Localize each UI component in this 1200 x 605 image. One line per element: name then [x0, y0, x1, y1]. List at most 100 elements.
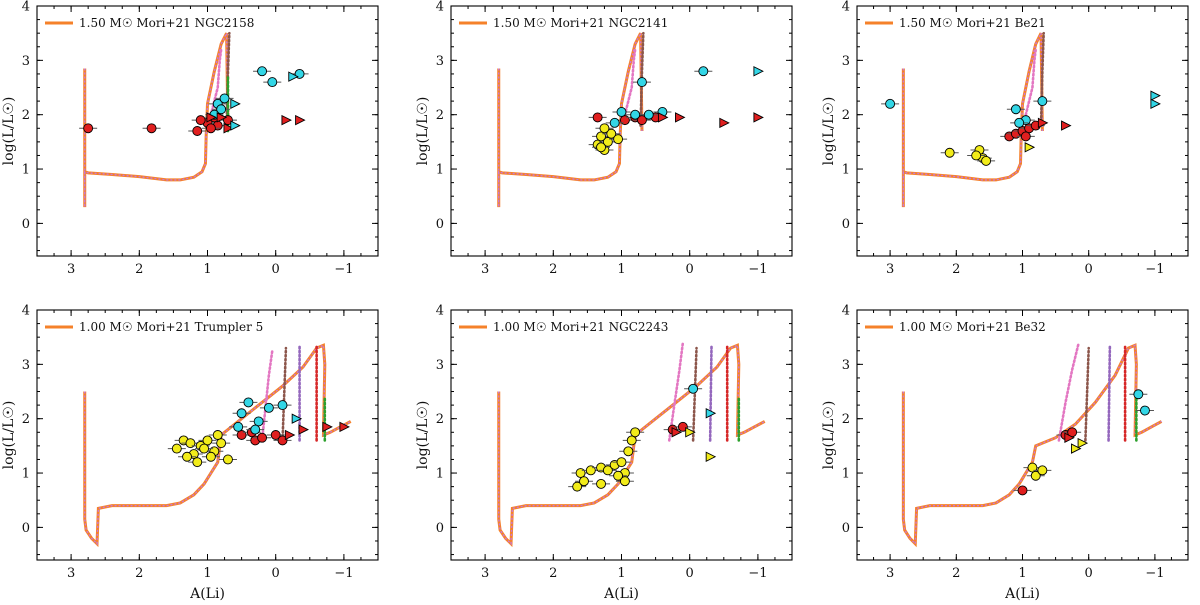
- y-tick-label: 0: [22, 521, 30, 536]
- yellow-circle-point: [613, 470, 624, 481]
- cyan-circle-point: [216, 104, 227, 115]
- dotted-track-pink: [667, 341, 685, 442]
- cyan-circle-point: [257, 66, 268, 77]
- yellow-circle-point: [619, 476, 630, 487]
- cyan-circle-point: [1010, 104, 1021, 115]
- yellow-circle-point: [623, 446, 634, 457]
- x-tick-label: 3: [67, 566, 75, 581]
- x-tick-label: 2: [549, 566, 557, 581]
- cyan-circle-point: [253, 416, 264, 427]
- dotted-track-brown: [639, 31, 645, 127]
- yellow-circle-point: [572, 481, 583, 492]
- yellow-circle-point: [171, 443, 182, 454]
- dotted-track-brown: [1039, 31, 1045, 127]
- y-tick-label: 3: [842, 54, 850, 69]
- x-tick-label: −1: [334, 262, 353, 277]
- plot-area: [497, 341, 766, 548]
- y-tick-label: 3: [842, 358, 850, 373]
- y-tick-label: 3: [436, 358, 444, 373]
- cyan-circle-point: [250, 424, 261, 435]
- model-track-line: [497, 343, 766, 548]
- x-axis-label: A(Li): [1004, 586, 1040, 602]
- y-tick-label: 1: [22, 467, 30, 482]
- legend-label: 1.50 M☉ Mori+21 NGC2141: [493, 16, 668, 30]
- plot-area: [79, 31, 309, 208]
- red-triangle-point: [1037, 117, 1049, 129]
- model-track-line: [901, 343, 1163, 548]
- red-triangle-point: [281, 114, 292, 126]
- y-tick-label: 4: [842, 0, 850, 15]
- cyan-triangle-point: [230, 120, 241, 131]
- cyan-circle-point: [1014, 117, 1025, 128]
- y-axis-label: log(L/L☉): [821, 401, 837, 470]
- cyan-circle-point: [267, 77, 278, 88]
- cyan-circle-point: [233, 421, 244, 432]
- red-triangle-point: [206, 112, 217, 123]
- dotted-track-purple: [1107, 344, 1112, 442]
- x-tick-label: 2: [549, 262, 557, 277]
- cyan-circle-point: [277, 400, 288, 411]
- legend-label: 1.50 M☉ Mori+21 NGC2158: [79, 16, 254, 30]
- red-triangle-point: [339, 421, 350, 433]
- y-tick-label: 2: [22, 108, 30, 123]
- cyan-triangle-point: [705, 408, 717, 419]
- x-tick-label: 0: [272, 262, 280, 277]
- yellow-circle-point: [182, 451, 192, 462]
- y-tick-label: 2: [22, 412, 30, 427]
- red-circle-point: [270, 430, 281, 440]
- legend-label: 1.00 M☉ Mori+21 NGC2243: [493, 320, 668, 334]
- x-tick-label: 1: [617, 566, 625, 581]
- x-tick-label: 3: [481, 262, 489, 277]
- dotted-track-brown: [281, 346, 288, 442]
- x-axis-label: A(Li): [189, 586, 225, 602]
- cyan-circle-point: [885, 98, 896, 109]
- yellow-circle-point: [216, 438, 227, 449]
- yellow-triangle-point: [1077, 437, 1089, 449]
- y-tick-label: 4: [436, 0, 444, 15]
- x-tick-label: 1: [1018, 262, 1026, 277]
- red-triangle-point: [753, 112, 764, 123]
- yellow-triangle-point: [1024, 142, 1036, 153]
- panel-2: 3 2 1 0 −1 0 1 2 3 4 log(L/L☉) 1.50 M☉ Mori+21 NGC2…: [415, 0, 793, 277]
- red-circle-point: [192, 126, 203, 136]
- yellow-circle-point: [981, 155, 992, 166]
- yellow-circle-point: [202, 435, 213, 446]
- red-circle-point: [205, 123, 216, 134]
- red-triangle-point: [284, 429, 296, 441]
- y-tick-label: 1: [842, 163, 850, 178]
- cyan-triangle-point: [1150, 90, 1161, 101]
- yellow-circle-point: [602, 465, 613, 476]
- y-tick-label: 2: [842, 108, 850, 123]
- red-circle-point: [592, 112, 603, 123]
- x-tick-label: 3: [886, 566, 894, 581]
- red-circle-point: [83, 123, 94, 134]
- yellow-triangle-point: [705, 451, 717, 462]
- red-circle-point: [1017, 485, 1028, 496]
- yellow-triangle-point: [685, 427, 696, 438]
- red-triangle-point: [1064, 432, 1075, 443]
- red-circle-point: [1020, 131, 1031, 142]
- cyan-circle-point: [616, 107, 627, 117]
- dotted-track-pink: [1024, 48, 1038, 116]
- dotted-track-brown: [691, 346, 698, 442]
- y-tick-label: 1: [842, 467, 850, 482]
- y-tick-label: 1: [436, 163, 444, 178]
- cyan-circle-point: [688, 383, 699, 394]
- x-tick-label: −1: [1145, 262, 1164, 277]
- legend-label: 1.00 M☉ Mori+21 Be32: [899, 320, 1046, 334]
- yellow-circle-point: [1037, 465, 1048, 476]
- x-tick-label: 2: [952, 262, 960, 277]
- cyan-circle-point: [698, 66, 709, 77]
- red-triangle-point: [671, 427, 683, 438]
- y-tick-label: 4: [436, 304, 444, 319]
- y-tick-label: 2: [842, 412, 850, 427]
- cyan-circle-point: [1037, 96, 1048, 107]
- x-tick-label: 2: [952, 566, 960, 581]
- x-tick-label: 3: [481, 566, 489, 581]
- panel-5: 3 2 1 0 −1 0 1 2 3 4 log(L/L☉) A(Li) 1.00 M☉ Mori+21…: [415, 304, 793, 602]
- plot-area: [83, 343, 352, 548]
- yellow-circle-point: [223, 454, 233, 465]
- y-axis-label: log(L/L☉): [415, 97, 431, 166]
- yellow-triangle-point: [1071, 443, 1082, 454]
- dotted-track-pink: [623, 48, 637, 116]
